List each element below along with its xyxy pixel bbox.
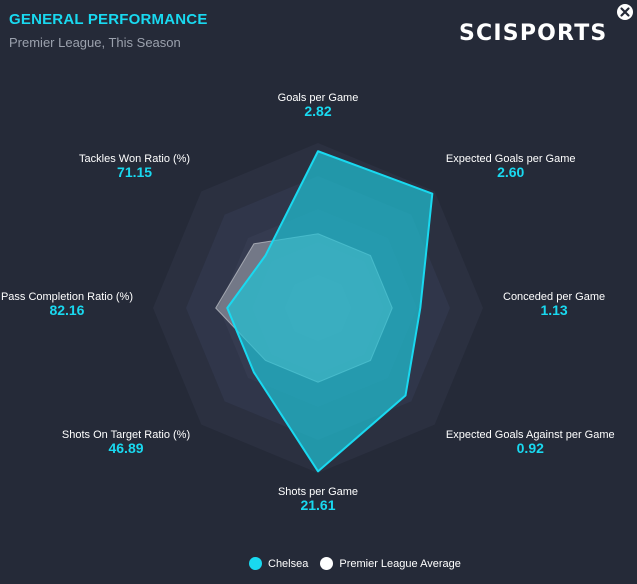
axis-value: 46.89 xyxy=(108,440,143,456)
axis-value: 0.92 xyxy=(517,440,544,456)
axis-label: Goals per Game xyxy=(278,92,359,104)
chart-subtitle: Premier League, This Season xyxy=(9,35,181,50)
axis-value: 71.15 xyxy=(117,164,152,180)
legend-item-chelsea[interactable]: Chelsea xyxy=(249,557,308,570)
axis-label: Tackles Won Ratio (%) xyxy=(79,153,190,165)
axis-label: Expected Goals per Game xyxy=(446,153,576,165)
close-icon xyxy=(617,4,633,20)
chart-title: GENERAL PERFORMANCE xyxy=(9,11,208,28)
axis-value: 21.61 xyxy=(300,497,335,513)
axis-value: 82.16 xyxy=(49,302,84,318)
axis-label: Shots per Game xyxy=(278,486,358,498)
axis-label: Conceded per Game xyxy=(503,291,605,303)
legend-dot-average xyxy=(320,557,334,570)
axis-label: Expected Goals Against per Game xyxy=(446,429,615,441)
brand-logo: SCISPORTS xyxy=(459,21,608,46)
radar-series xyxy=(215,150,434,473)
axis-value: 2.82 xyxy=(304,103,331,119)
axis-value: 1.13 xyxy=(540,302,567,318)
legend-label-chelsea: Chelsea xyxy=(268,557,309,570)
axis-value: 2.60 xyxy=(497,164,524,180)
axis-label: Shots On Target Ratio (%) xyxy=(62,429,190,441)
close-button[interactable] xyxy=(613,0,637,24)
legend-item-average[interactable]: Premier League Average xyxy=(320,557,461,570)
legend-label-average: Premier League Average xyxy=(339,557,461,570)
legend-dot-chelsea xyxy=(249,557,262,570)
series-chelsea-area xyxy=(226,150,434,473)
legend: Chelsea Premier League Average xyxy=(249,557,473,570)
axis-label: Pass Completion Ratio (%) xyxy=(1,291,133,303)
